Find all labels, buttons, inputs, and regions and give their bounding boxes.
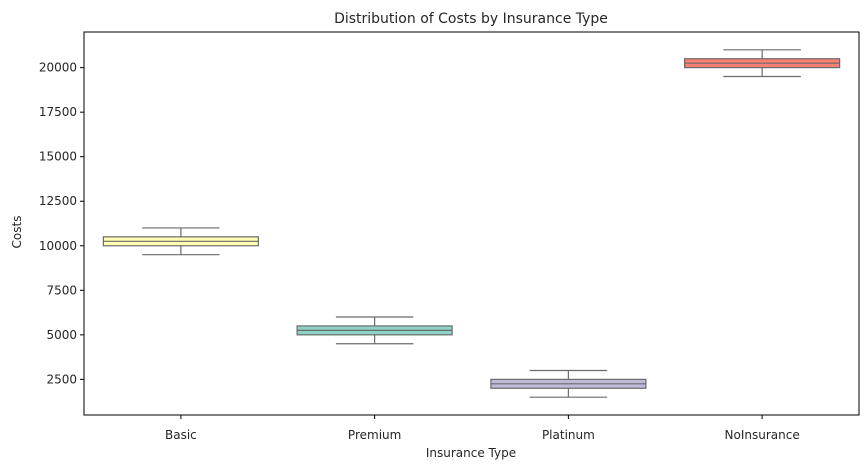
y-tick-label: 15000 <box>39 150 77 164</box>
x-tick-label: Premium <box>348 428 401 442</box>
x-tick-label: NoInsurance <box>725 428 800 442</box>
box-premium <box>296 316 453 345</box>
y-tick-label: 10000 <box>39 239 77 253</box>
box-noinsurance <box>684 49 841 78</box>
y-tick-label: 12500 <box>39 194 77 208</box>
x-tick-label: Platinum <box>542 428 595 442</box>
y-tick-label: 7500 <box>46 283 77 297</box>
y-tick-label: 17500 <box>39 105 77 119</box>
chart-title: Distribution of Costs by Insurance Type <box>334 11 608 27</box>
y-tick-label: 2500 <box>46 372 77 386</box>
x-axis-label: Insurance Type <box>426 446 516 460</box>
box-platinum <box>490 369 647 398</box>
y-tick-label: 20000 <box>39 61 77 75</box>
x-axis: Basic Premium Platinum NoInsurance <box>165 415 800 442</box>
y-axis-label: Costs <box>10 216 24 249</box>
plot-area-frame <box>83 31 860 416</box>
y-tick-label: 5000 <box>46 328 77 342</box>
box-basic <box>102 227 259 256</box>
y-axis: 2500 5000 7500 10000 12500 15000 17500 20000 <box>39 61 84 386</box>
x-tick-label: Basic <box>165 428 197 442</box>
boxes-group <box>102 49 841 398</box>
